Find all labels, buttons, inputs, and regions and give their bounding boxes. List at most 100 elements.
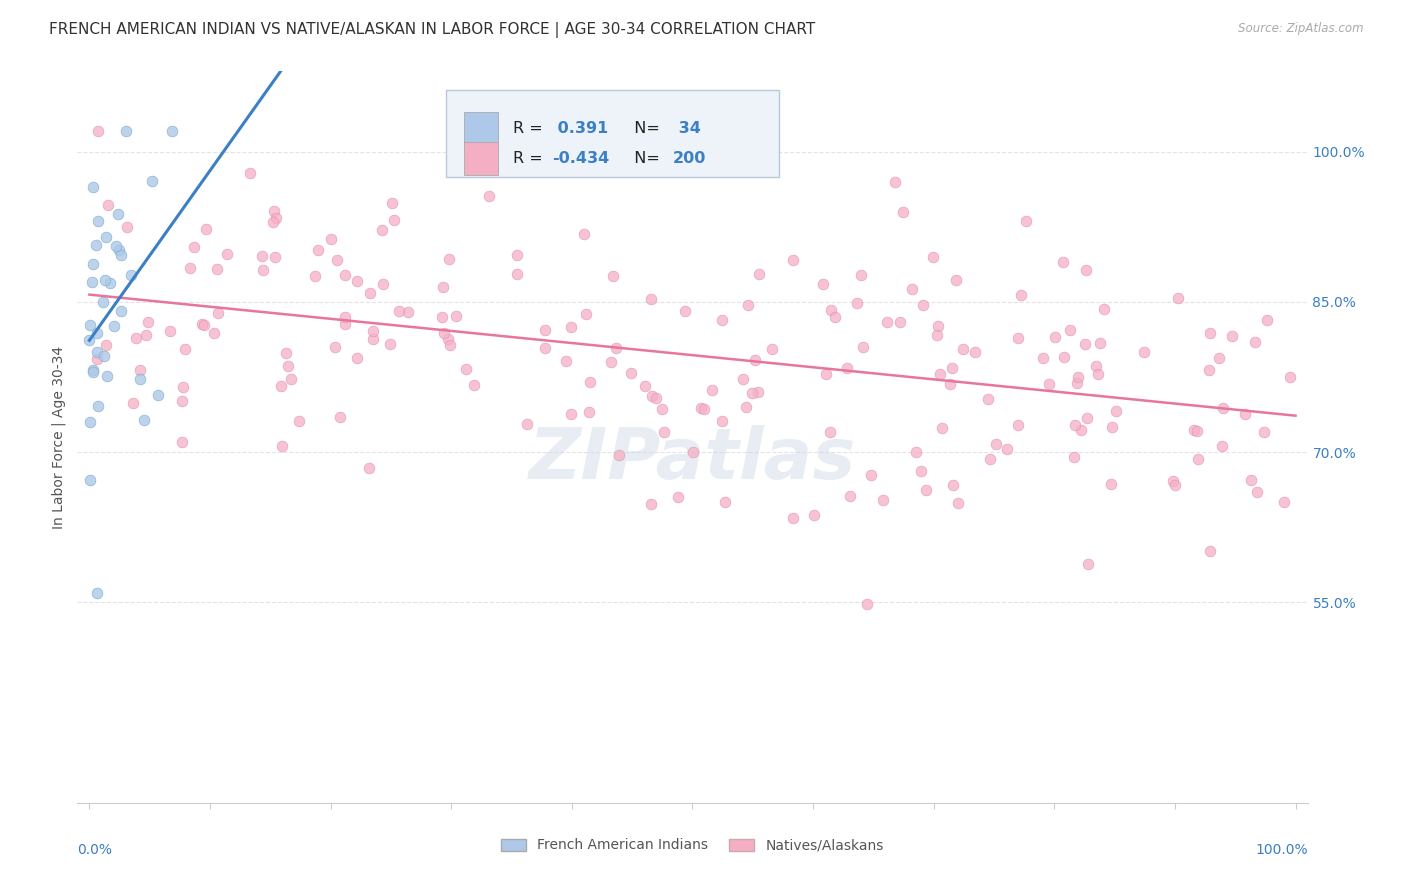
Point	[172, 379, 194, 393]
Point	[373, 277, 395, 291]
Point	[172, 435, 194, 450]
Point	[326, 252, 349, 267]
Point	[1272, 495, 1295, 509]
Point	[941, 360, 963, 375]
Point	[651, 401, 673, 416]
Text: -0.434: -0.434	[553, 151, 609, 166]
Point	[942, 477, 965, 491]
Point	[1010, 287, 1032, 301]
Point	[984, 437, 1007, 451]
Point	[1087, 368, 1109, 382]
Point	[911, 298, 934, 312]
Point	[931, 421, 953, 435]
Point	[346, 351, 368, 365]
Point	[321, 232, 343, 246]
Point	[852, 340, 875, 354]
Text: Source: ZipAtlas.com: Source: ZipAtlas.com	[1239, 22, 1364, 36]
Point	[1052, 255, 1074, 269]
Point	[80, 275, 103, 289]
Point	[271, 439, 294, 453]
Point	[891, 205, 914, 219]
Point	[335, 310, 357, 324]
Point	[995, 442, 1018, 457]
Point	[1070, 423, 1092, 437]
Point	[270, 379, 292, 393]
Point	[263, 250, 285, 264]
Text: ZIPatlas: ZIPatlas	[529, 425, 856, 493]
Point	[876, 315, 898, 329]
Point	[952, 342, 974, 356]
Point	[506, 248, 529, 262]
Point	[79, 473, 101, 487]
Point	[1185, 424, 1208, 438]
Point	[277, 359, 299, 373]
Point	[456, 362, 478, 376]
Point	[179, 260, 201, 275]
Point	[82, 365, 104, 379]
Point	[323, 340, 346, 354]
Point	[1211, 439, 1233, 453]
Text: 0.391: 0.391	[553, 120, 609, 136]
Point	[1246, 484, 1268, 499]
Text: FRENCH AMERICAN INDIAN VS NATIVE/ALASKAN IN LABOR FORCE | AGE 30-34 CORRELATION : FRENCH AMERICAN INDIAN VS NATIVE/ALASKAN…	[49, 22, 815, 38]
Point	[1064, 417, 1087, 432]
Point	[86, 352, 108, 367]
Point	[87, 399, 110, 413]
Point	[207, 306, 229, 320]
Point	[97, 197, 120, 211]
Point	[191, 317, 214, 331]
Point	[396, 305, 419, 319]
Point	[1133, 344, 1156, 359]
Point	[640, 497, 662, 511]
Point	[846, 296, 869, 310]
Text: 100.0%: 100.0%	[1256, 843, 1308, 857]
Point	[1032, 351, 1054, 365]
Point	[250, 249, 273, 263]
Text: 34: 34	[673, 120, 700, 136]
Point	[682, 445, 704, 459]
Point	[329, 409, 352, 424]
Point	[824, 310, 846, 324]
Point	[110, 304, 132, 318]
Point	[430, 310, 453, 324]
Point	[818, 425, 841, 439]
Point	[444, 309, 467, 323]
Point	[813, 277, 835, 292]
Point	[1220, 328, 1243, 343]
Point	[361, 324, 384, 338]
Point	[1007, 331, 1029, 345]
Point	[173, 342, 195, 356]
Point	[856, 598, 879, 612]
Point	[735, 401, 758, 415]
Point	[666, 490, 689, 504]
Point	[104, 239, 127, 253]
Point	[1253, 425, 1275, 439]
Point	[82, 363, 104, 377]
Point	[872, 492, 894, 507]
Point	[432, 326, 454, 340]
Point	[463, 377, 485, 392]
Point	[673, 304, 696, 318]
Point	[359, 285, 381, 300]
Point	[782, 252, 804, 267]
Point	[690, 401, 713, 416]
Point	[1164, 478, 1187, 492]
Legend: French American Indians, Natives/Alaskans: French American Indians, Natives/Alaskan…	[496, 833, 889, 858]
Point	[1088, 335, 1111, 350]
Point	[572, 227, 595, 241]
Point	[304, 268, 326, 283]
Point	[380, 196, 402, 211]
Point	[1053, 351, 1076, 365]
Point	[132, 413, 155, 427]
Point	[439, 252, 461, 266]
Point	[915, 483, 938, 497]
Point	[387, 304, 409, 318]
Point	[96, 337, 118, 351]
Point	[693, 402, 716, 417]
Point	[86, 326, 108, 340]
Point	[82, 256, 104, 270]
Point	[193, 318, 215, 332]
Point	[79, 416, 101, 430]
Point	[1105, 404, 1128, 418]
Point	[138, 315, 160, 329]
